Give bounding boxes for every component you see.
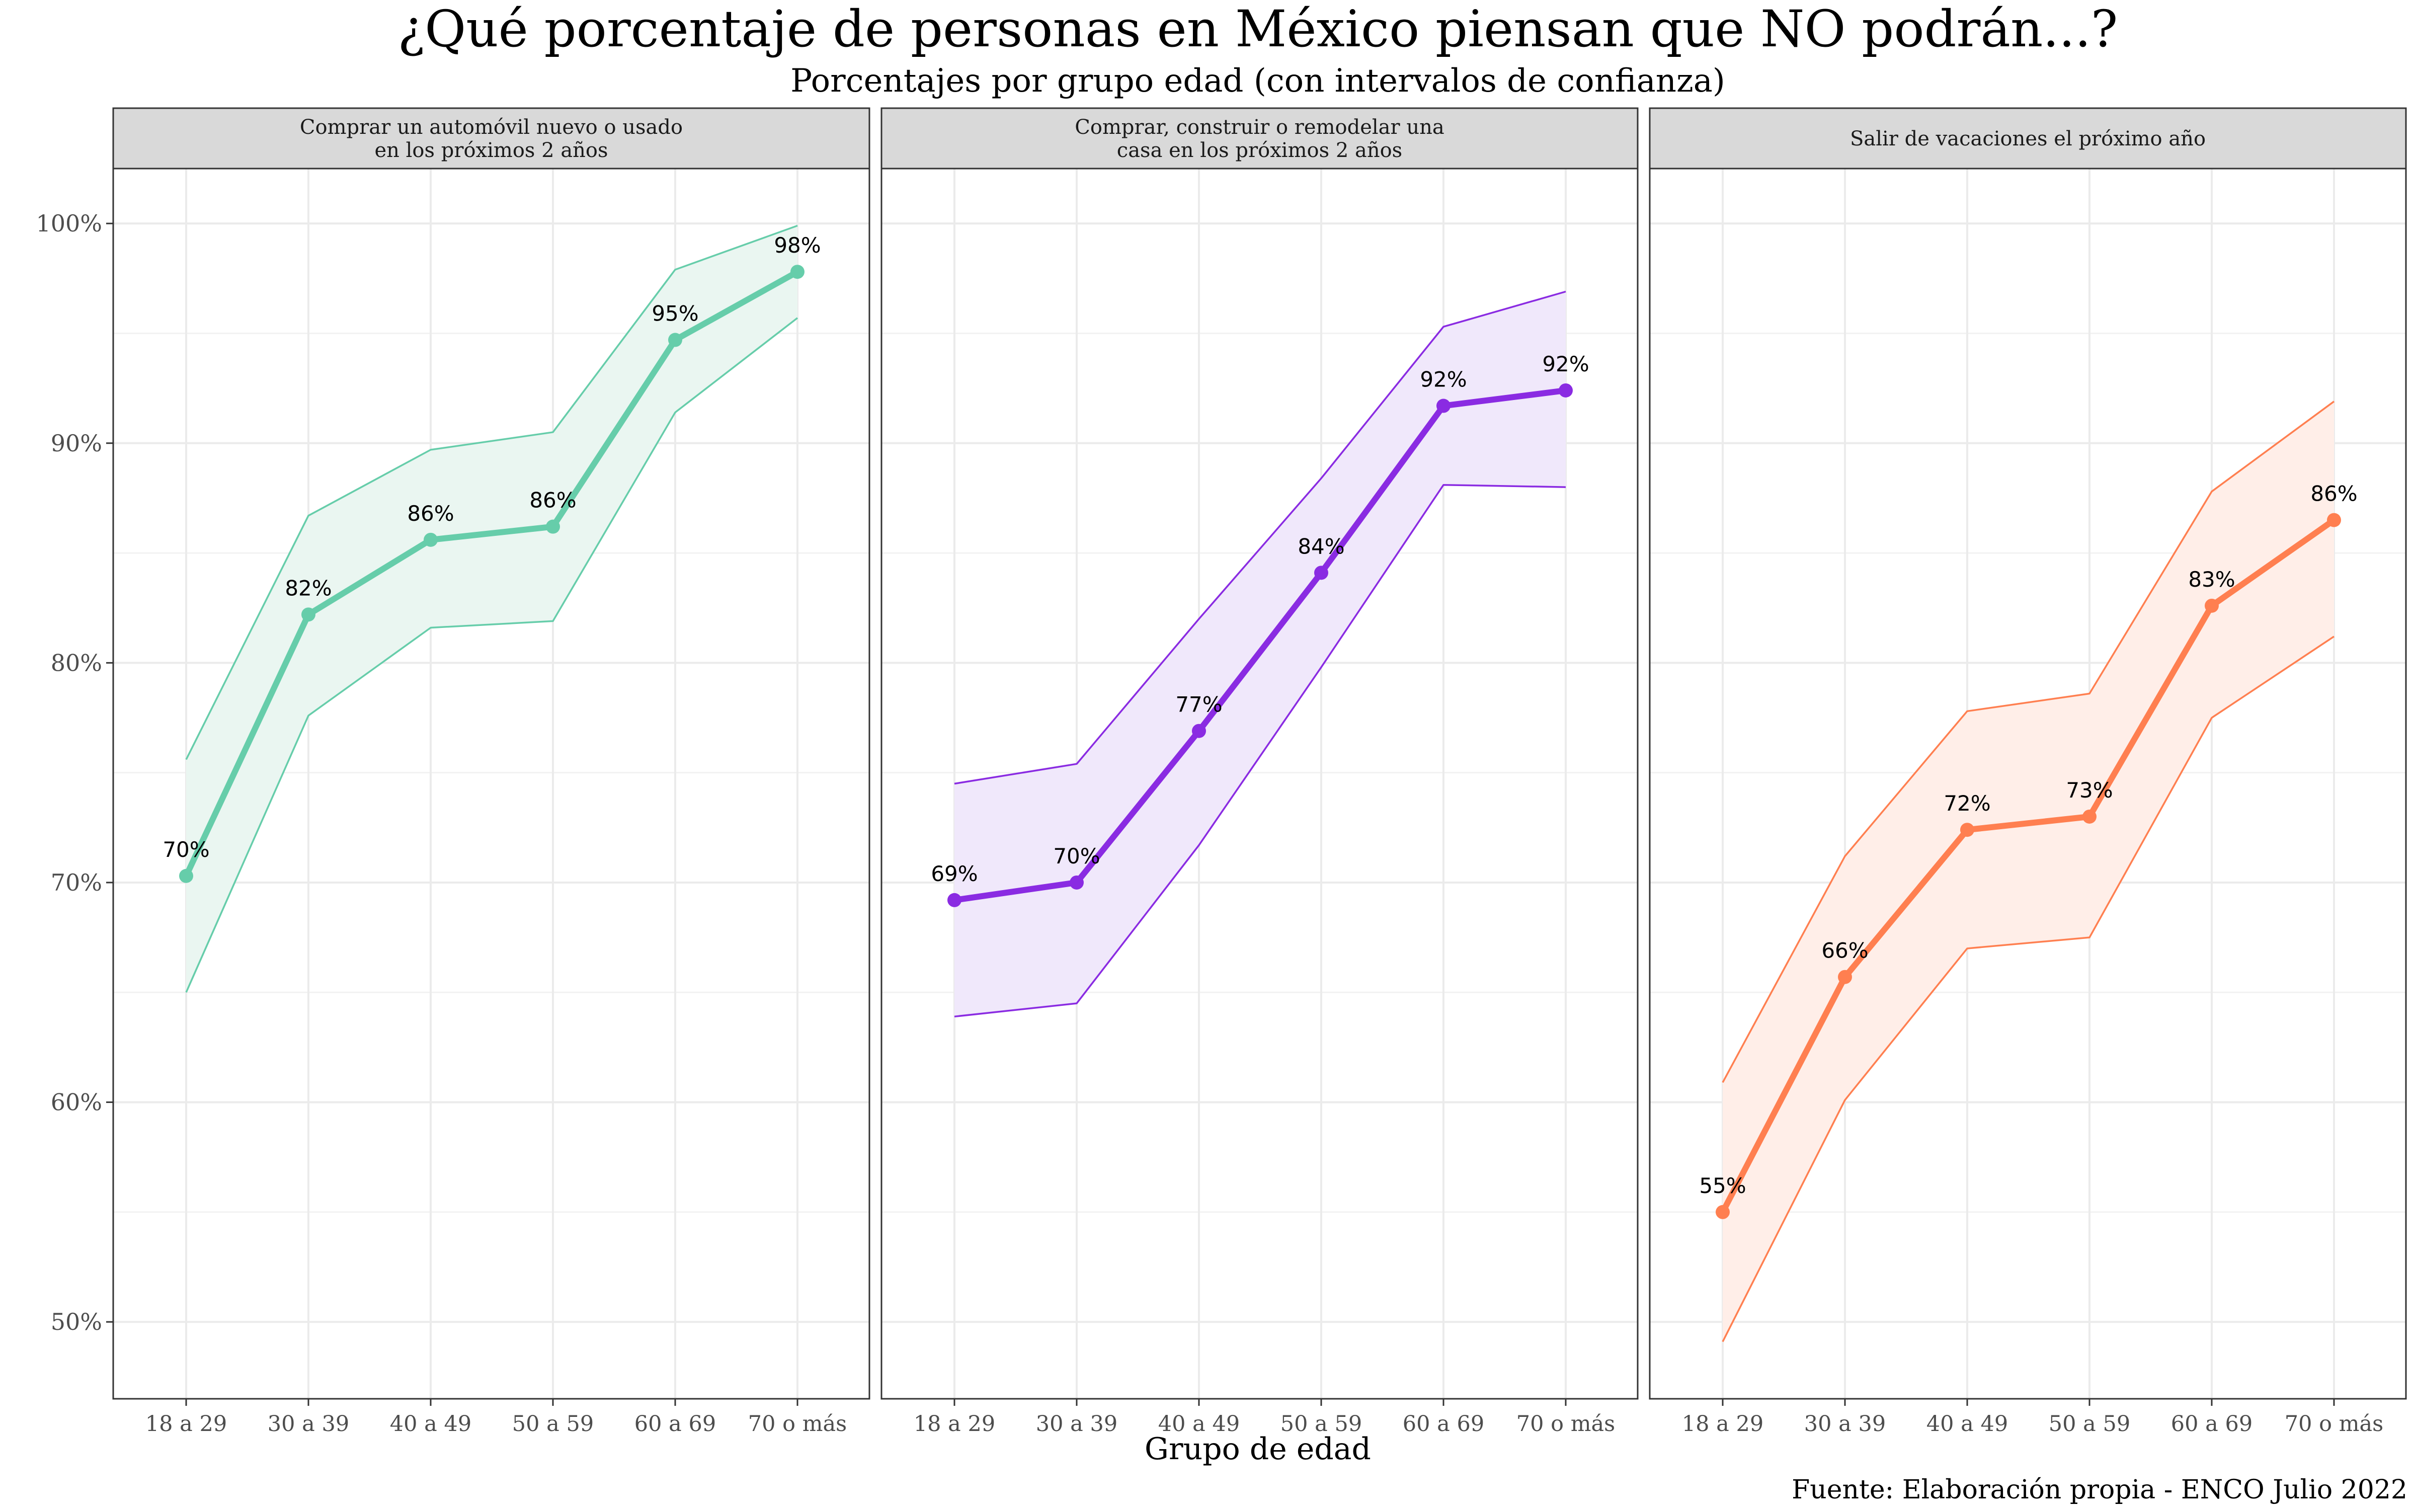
facet-panels: 70% 82% 86% 86% 95% 98% Comprar un automóvil n… xyxy=(36,107,2407,1437)
y-tick-label: 100% xyxy=(36,210,102,237)
lower-bound-line xyxy=(954,484,1566,1018)
facet-strip-label: Comprar un automóvil nuevo o usado xyxy=(300,116,683,139)
y-tick-label: 80% xyxy=(51,649,102,676)
x-tick-label: 30 a 39 xyxy=(1804,1411,1886,1437)
facet-panel-1: 70% 82% 86% 86% 95% 98% Comprar un automóvil n… xyxy=(36,107,870,1437)
data-point xyxy=(1838,970,1852,984)
facet-panel-3: 55% 66% 72% 73% 83% 86% Salir de vacaciones el… xyxy=(1649,107,2407,1437)
facet-strip xyxy=(880,107,1639,170)
upper-bound-line xyxy=(185,224,798,760)
x-tick-label: 70 o más xyxy=(2285,1411,2383,1437)
facet-strip-label: casa en los próximos 2 años xyxy=(1117,139,1402,162)
data-point xyxy=(790,265,804,279)
series-line xyxy=(954,387,1566,903)
upper-bound-line xyxy=(954,290,1566,785)
x-tick-label: 18 a 29 xyxy=(914,1411,995,1437)
facet-strip xyxy=(1649,107,2407,170)
x-tick-label: 50 a 59 xyxy=(1280,1411,1362,1437)
x-tick-label: 40 a 49 xyxy=(390,1411,471,1437)
data-point xyxy=(2082,809,2097,824)
upper-bound-line xyxy=(1722,401,2335,1083)
data-label: 66% xyxy=(1821,938,1868,963)
data-point xyxy=(1436,399,1451,413)
x-tick-label: 50 a 59 xyxy=(512,1411,594,1437)
data-point xyxy=(1716,1205,1730,1219)
data-label: 70% xyxy=(1053,844,1100,868)
facet-strip-label: Salir de vacaciones el próximo año xyxy=(1850,127,2206,150)
data-point xyxy=(1314,566,1328,580)
x-tick-label: 18 a 29 xyxy=(1682,1411,1763,1437)
data-point xyxy=(668,333,682,347)
x-tick-label: 50 a 59 xyxy=(2049,1411,2130,1437)
x-tick-label: 60 a 69 xyxy=(634,1411,716,1437)
x-tick-label: 18 a 29 xyxy=(145,1411,227,1437)
data-point xyxy=(1070,875,1084,890)
confidence-band xyxy=(1723,401,2334,1342)
x-tick-label: 40 a 49 xyxy=(1158,1411,1240,1437)
data-point xyxy=(947,893,961,907)
confidence-band xyxy=(186,225,797,993)
data-label: 95% xyxy=(652,301,698,326)
data-label: 86% xyxy=(529,488,576,513)
x-tick-label: 60 a 69 xyxy=(2171,1411,2252,1437)
lower-bound-line xyxy=(185,317,798,993)
facet-strip-label: en los próximos 2 años xyxy=(374,139,608,162)
data-point xyxy=(301,607,315,622)
data-label: 82% xyxy=(285,576,332,600)
data-label: 77% xyxy=(1175,692,1222,717)
data-point xyxy=(1960,823,1974,837)
x-tick-label: 70 o más xyxy=(1516,1411,1615,1437)
facet-panel-2: 69% 70% 77% 84% 92% 92% Comprar, construir o r… xyxy=(880,107,1639,1437)
data-label: 73% xyxy=(2066,778,2113,803)
data-label: 69% xyxy=(931,861,978,886)
data-point xyxy=(2327,513,2341,527)
facet-strip xyxy=(112,107,870,170)
data-point xyxy=(179,868,193,883)
y-tick-label: 70% xyxy=(51,869,102,896)
data-label: 86% xyxy=(2310,482,2357,506)
data-label: 92% xyxy=(1542,352,1589,376)
data-point xyxy=(2205,598,2219,613)
facet-strip-label: Comprar, construir o remodelar una xyxy=(1075,116,1444,139)
data-label: 98% xyxy=(774,233,821,258)
x-tick-label: 60 a 69 xyxy=(1403,1411,1484,1437)
data-point xyxy=(546,519,560,534)
x-tick-label: 30 a 39 xyxy=(1036,1411,1117,1437)
data-label: 84% xyxy=(1298,534,1344,559)
x-axis-label: Grupo de edad xyxy=(1145,1431,1371,1467)
lower-bound-line xyxy=(1722,635,2334,1342)
data-point xyxy=(424,532,438,547)
data-label: 55% xyxy=(1699,1173,1746,1198)
data-point xyxy=(1559,383,1573,397)
x-tick-label: 30 a 39 xyxy=(268,1411,349,1437)
chart-subtitle: Porcentajes por grupo edad (con interval… xyxy=(790,62,1725,100)
series-line xyxy=(1720,517,2336,1214)
y-tick-label: 60% xyxy=(51,1089,102,1116)
caption: Fuente: Elaboración propia - ENCO Julio … xyxy=(1792,1475,2407,1505)
data-label: 83% xyxy=(2188,567,2235,592)
chart-title: ¿Qué porcentaje de personas en México pi… xyxy=(398,0,2118,58)
data-label: 70% xyxy=(163,837,209,862)
data-label: 72% xyxy=(1944,791,1990,816)
data-label: 92% xyxy=(1420,367,1467,392)
data-point xyxy=(1192,724,1206,738)
x-tick-label: 40 a 49 xyxy=(1926,1411,2008,1437)
y-tick-label: 50% xyxy=(51,1308,102,1335)
series-line xyxy=(183,269,799,878)
y-tick-label: 90% xyxy=(51,430,102,457)
data-label: 86% xyxy=(407,501,454,526)
x-tick-label: 70 o más xyxy=(748,1411,847,1437)
